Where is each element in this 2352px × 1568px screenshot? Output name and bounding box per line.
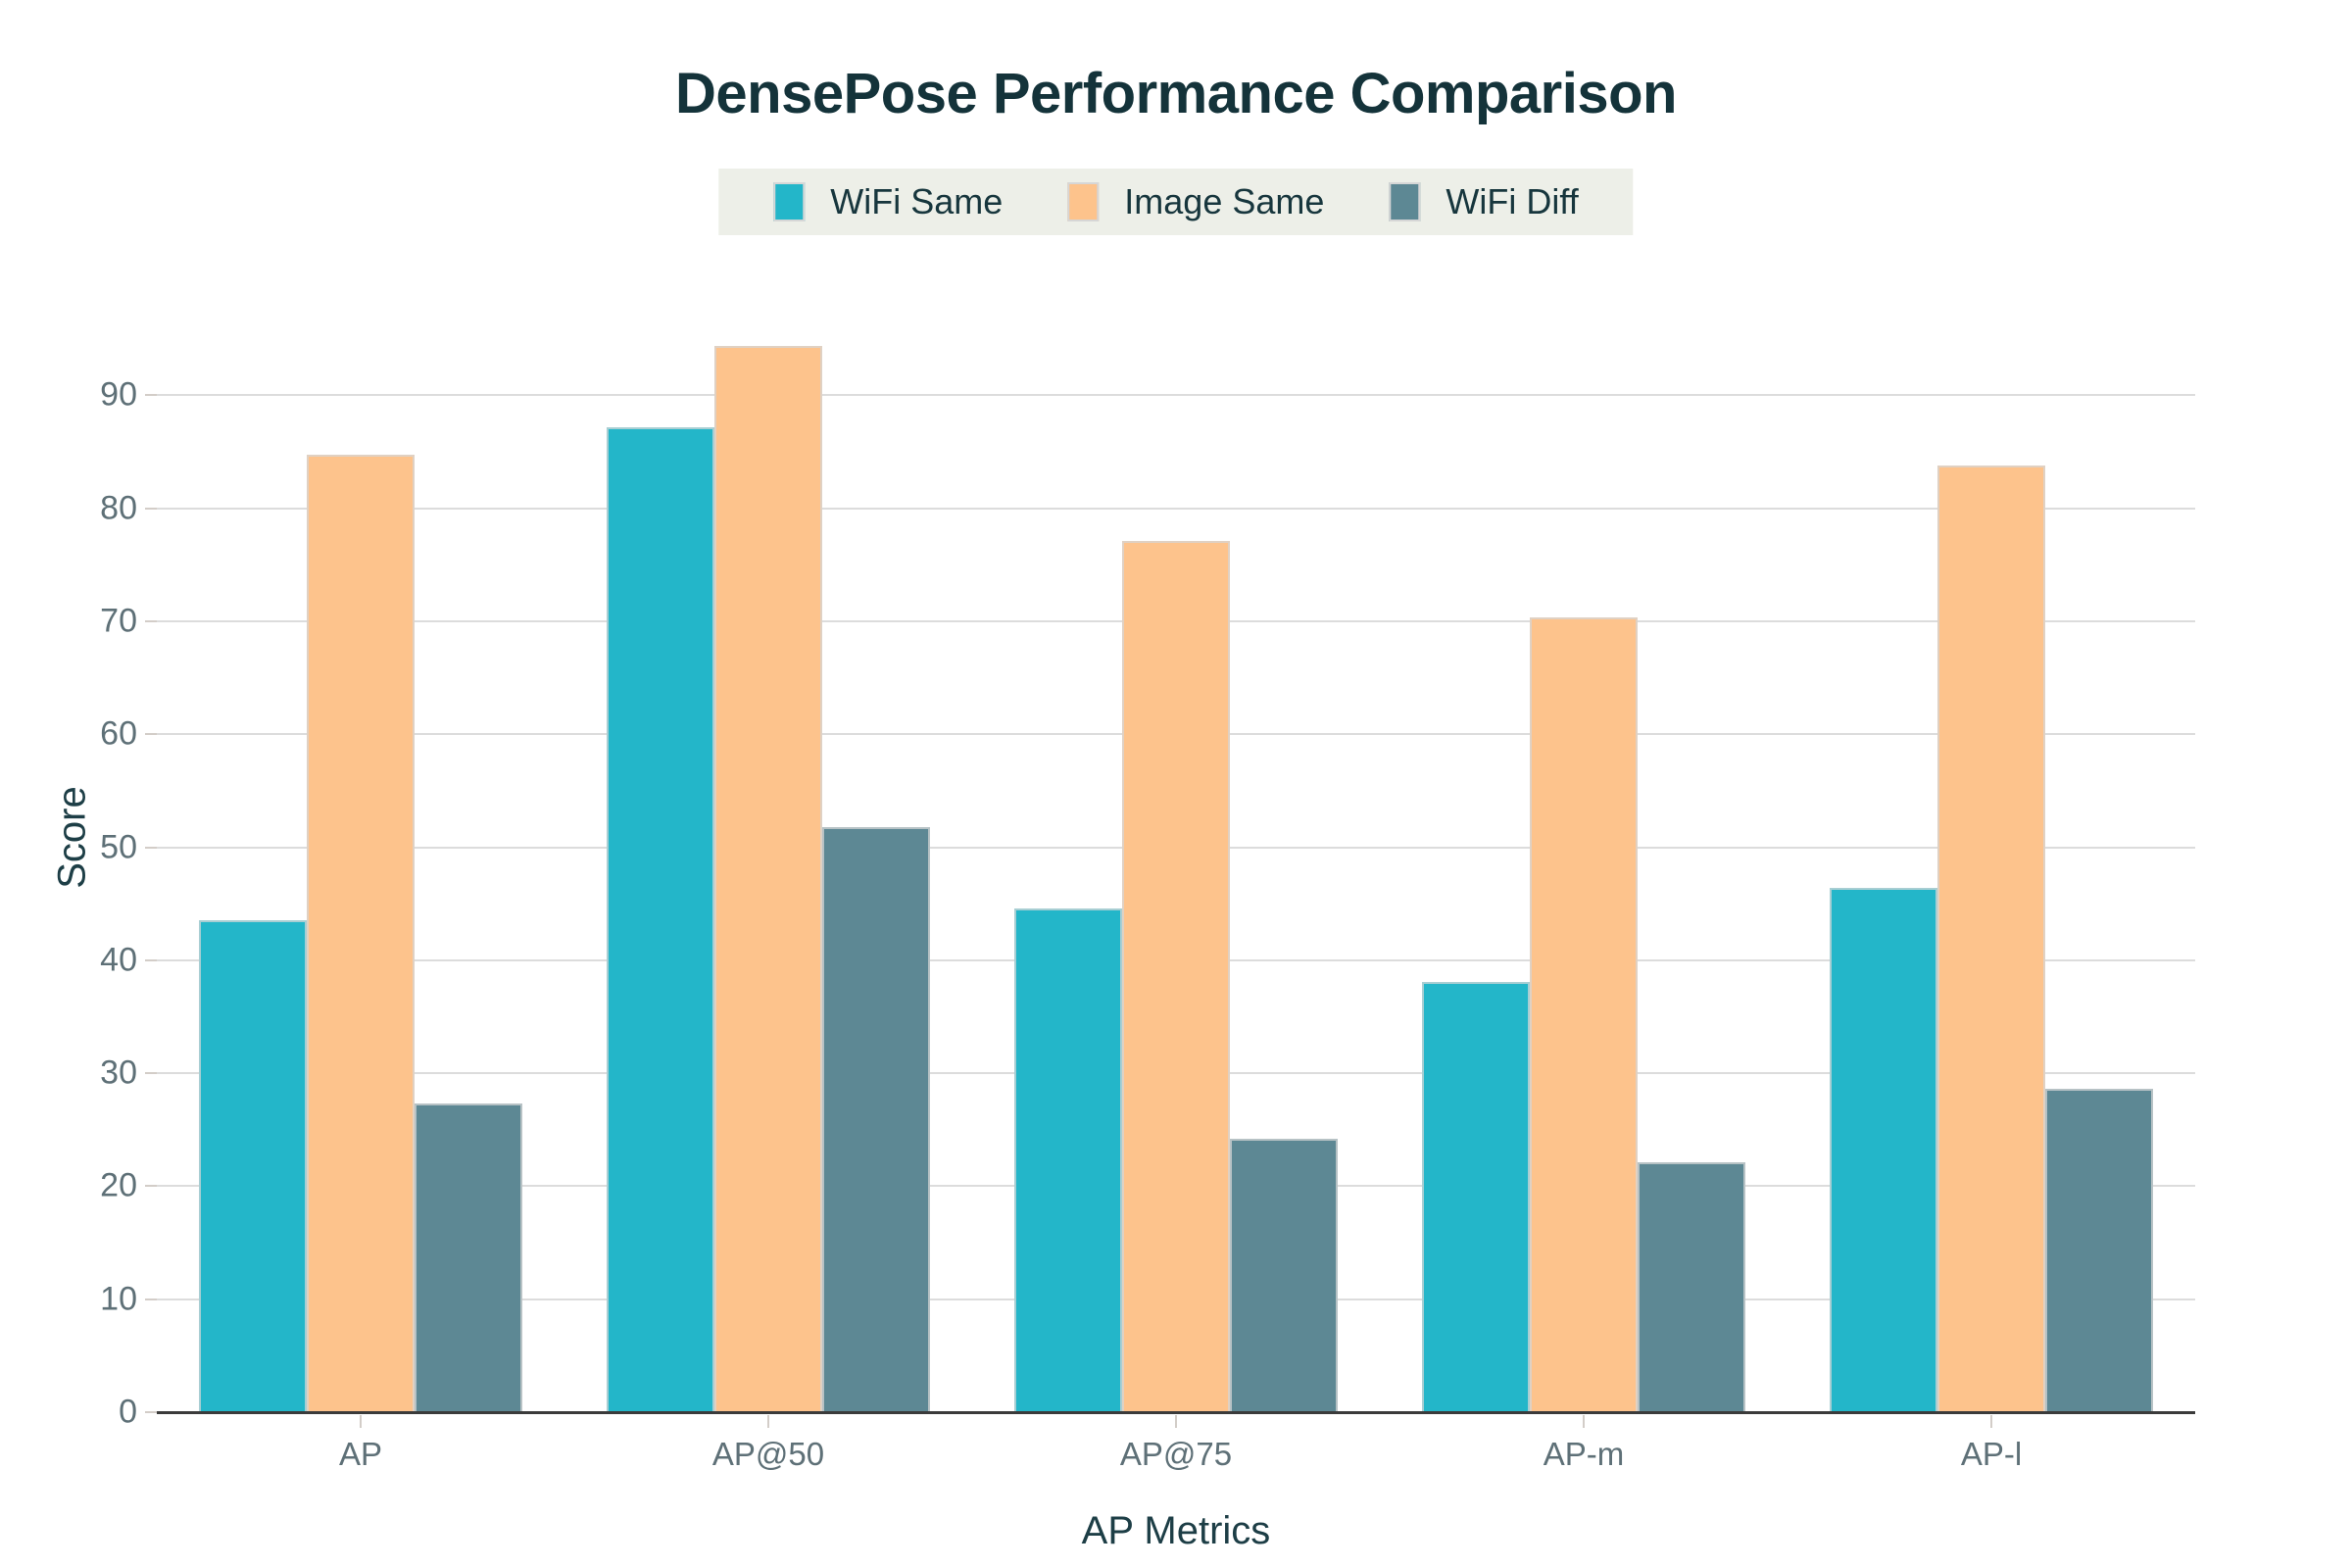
bar-ap-l-image-same bbox=[1937, 465, 2045, 1412]
y-tick-label-30: 30 bbox=[100, 1054, 137, 1092]
bar-ap-wifi-diff bbox=[415, 1103, 522, 1412]
bar-ap-m-image-same bbox=[1530, 617, 1638, 1412]
y-tick-label-60: 60 bbox=[100, 714, 137, 753]
legend-swatch-icon bbox=[773, 182, 806, 221]
bar-ap50-wifi-same bbox=[607, 426, 714, 1412]
bar-ap75-wifi-same bbox=[1014, 907, 1122, 1412]
y-tick-mark bbox=[145, 1072, 157, 1075]
y-tick-label-20: 20 bbox=[100, 1166, 137, 1204]
y-tick-mark bbox=[145, 1411, 157, 1413]
x-tick-label-ap-m: AP-m bbox=[1543, 1436, 1625, 1472]
y-tick-mark bbox=[145, 1298, 157, 1300]
y-tick-label-10: 10 bbox=[100, 1280, 137, 1318]
bar-ap50-image-same bbox=[714, 345, 822, 1412]
x-tick-mark bbox=[1990, 1415, 1992, 1428]
x-tick-mark bbox=[767, 1415, 769, 1428]
x-tick-label-ap: AP bbox=[338, 1436, 383, 1472]
x-tick-mark bbox=[1175, 1415, 1177, 1428]
y-tick-mark bbox=[145, 958, 157, 961]
legend-item-wifi-same[interactable]: WiFi Same bbox=[773, 181, 1003, 222]
x-tick-label-ap75: AP@75 bbox=[1119, 1436, 1233, 1472]
x-tick-mark bbox=[360, 1415, 362, 1428]
y-tick-label-40: 40 bbox=[100, 941, 137, 979]
y-tick-label-70: 70 bbox=[100, 602, 137, 640]
bar-ap50-wifi-diff bbox=[822, 826, 930, 1412]
x-tick-label-ap-l: AP-l bbox=[1960, 1436, 2023, 1472]
legend-label: Image Same bbox=[1124, 181, 1325, 221]
x-axis-title: AP Metrics bbox=[1081, 1509, 1271, 1552]
y-tick-mark bbox=[145, 846, 157, 849]
legend-label: WiFi Same bbox=[830, 181, 1004, 221]
bar-ap-wifi-same bbox=[199, 920, 307, 1412]
x-axis-line bbox=[157, 1411, 2195, 1414]
y-tick-mark bbox=[145, 1185, 157, 1188]
gridline-90 bbox=[157, 394, 2195, 397]
bar-ap75-image-same bbox=[1122, 541, 1230, 1412]
y-tick-mark bbox=[145, 619, 157, 622]
y-axis-title: Score bbox=[50, 786, 94, 889]
bar-ap-l-wifi-diff bbox=[2045, 1089, 2153, 1412]
legend-item-image-same[interactable]: Image Same bbox=[1067, 181, 1324, 222]
bar-ap-m-wifi-diff bbox=[1638, 1162, 1745, 1412]
y-tick-label-80: 80 bbox=[100, 489, 137, 527]
legend-label: WiFi Diff bbox=[1446, 181, 1579, 221]
gridline-80 bbox=[157, 507, 2195, 510]
x-tick-label-ap50: AP@50 bbox=[711, 1436, 825, 1472]
legend-swatch-icon bbox=[1389, 182, 1421, 221]
chart-title: DensePose Performance Comparison bbox=[675, 62, 1677, 125]
bar-ap-l-wifi-same bbox=[1830, 888, 1937, 1412]
bar-ap75-wifi-diff bbox=[1230, 1138, 1338, 1412]
y-tick-label-90: 90 bbox=[100, 375, 137, 414]
y-tick-mark bbox=[145, 394, 157, 397]
legend-item-wifi-diff[interactable]: WiFi Diff bbox=[1389, 181, 1579, 222]
legend-swatch-icon bbox=[1067, 182, 1100, 221]
y-tick-mark bbox=[145, 507, 157, 510]
bar-ap-image-same bbox=[307, 455, 415, 1412]
y-tick-label-0: 0 bbox=[119, 1393, 137, 1431]
y-tick-label-50: 50 bbox=[100, 828, 137, 865]
legend: WiFi Same Image Same WiFi Diff bbox=[718, 169, 1634, 235]
y-tick-mark bbox=[145, 733, 157, 736]
bar-ap-m-wifi-same bbox=[1422, 981, 1530, 1412]
x-tick-mark bbox=[1583, 1415, 1585, 1428]
